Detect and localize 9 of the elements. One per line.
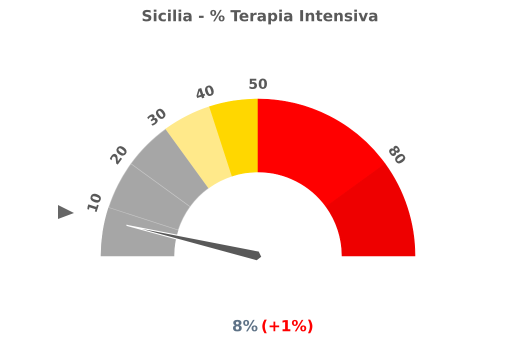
slice-label: 80: [388, 144, 407, 166]
slice-label: 20: [109, 144, 128, 165]
slice-label: 50: [249, 78, 267, 90]
text: 8%: [232, 320, 258, 332]
slice-label: 40: [194, 84, 215, 100]
slice-label: 30: [146, 107, 168, 126]
text: (+1%): [262, 320, 312, 334]
chart-title: Sicilia - % Terapia Intensiva: [142, 10, 378, 24]
slice-label: 10: [86, 192, 102, 212]
